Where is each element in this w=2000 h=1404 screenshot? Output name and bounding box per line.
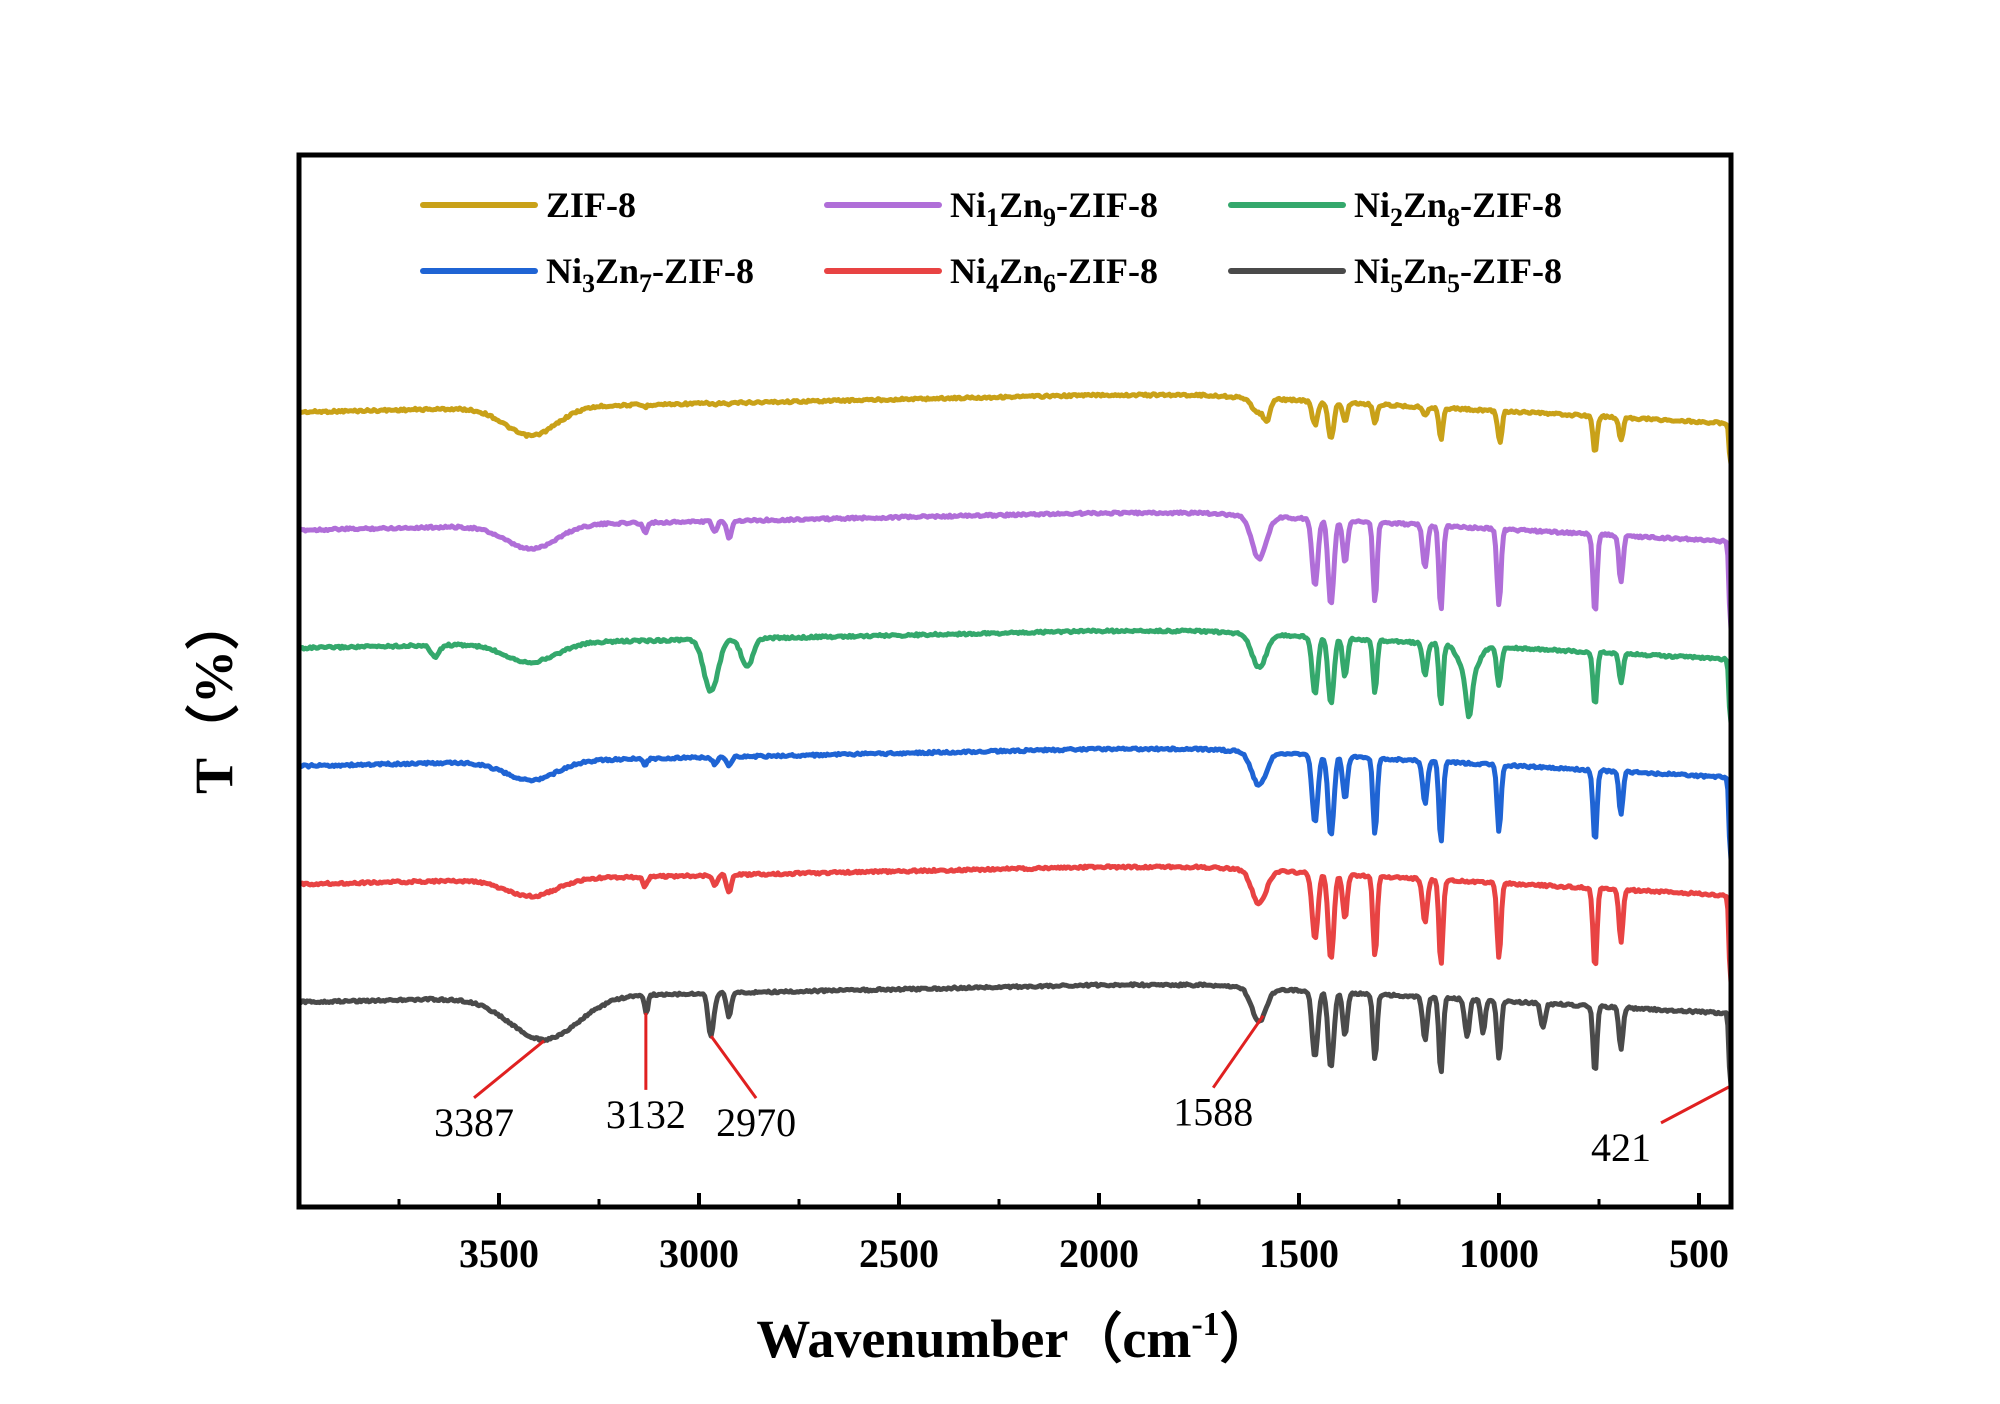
legend-label: Ni5Zn5-ZIF-8 bbox=[1354, 251, 1562, 298]
legend-label: ZIF-8 bbox=[546, 185, 636, 225]
x-tick-label-3500: 3500 bbox=[459, 1231, 539, 1276]
x-tick-label-2500: 2500 bbox=[859, 1231, 939, 1276]
legend-item: ZIF-8 bbox=[420, 185, 636, 225]
x-axis: 3500 3000 2500 2000 1500 1000 500 bbox=[397, 1193, 1729, 1276]
annotation-line-421 bbox=[1660, 1084, 1732, 1125]
x-tick-label-500: 500 bbox=[1669, 1231, 1729, 1276]
legend: ZIF-8 Ni1Zn9-ZIF-8 Ni2Zn8-ZIF-8Ni3Zn7-ZIF-… bbox=[420, 185, 1562, 298]
legend-subscript: 3 bbox=[582, 269, 595, 298]
legend-label: Ni2Zn8-ZIF-8 bbox=[1354, 185, 1562, 232]
legend-item: Ni1Zn9-ZIF-8 bbox=[824, 185, 1158, 232]
legend-subscript: 1 bbox=[986, 203, 999, 232]
legend-text-part: Zn bbox=[1403, 251, 1447, 291]
legend-text-part: -ZIF-8 bbox=[1460, 251, 1562, 291]
x-axis-title: Wavenumber（cm-1） bbox=[756, 1306, 1273, 1369]
legend-text-part: -ZIF-8 bbox=[652, 251, 754, 291]
legend-text-part: -ZIF-8 bbox=[1056, 251, 1158, 291]
annotation-label-3132: 3132 bbox=[606, 1092, 686, 1137]
legend-label: Ni3Zn7-ZIF-8 bbox=[546, 251, 754, 298]
legend-text-part: Zn bbox=[595, 251, 639, 291]
legend-subscript: 4 bbox=[986, 269, 999, 298]
x-tick-label-3000: 3000 bbox=[659, 1231, 739, 1276]
legend-text-part: Zn bbox=[1403, 185, 1447, 225]
legend-text-part: Ni bbox=[546, 251, 582, 291]
plot-frame bbox=[296, 152, 1734, 1210]
legend-subscript: 5 bbox=[1447, 269, 1460, 298]
legend-subscript: 6 bbox=[1043, 269, 1056, 298]
annotation-label-3387: 3387 bbox=[434, 1100, 514, 1145]
y-axis-title: T（%） bbox=[184, 596, 244, 794]
annotations: 3387 3132 2970 1588 421 bbox=[434, 1012, 1732, 1170]
legend-text-part: -ZIF-8 bbox=[1460, 185, 1562, 225]
legend-text-part: Zn bbox=[999, 251, 1043, 291]
legend-subscript: 9 bbox=[1043, 203, 1056, 232]
legend-text-part: -ZIF-8 bbox=[1056, 185, 1158, 225]
series-line-zif-8 bbox=[297, 391, 1734, 465]
annotation-label-2970: 2970 bbox=[716, 1100, 796, 1145]
series-line-ni5zn5-zif-8 bbox=[298, 981, 1734, 1087]
annotation-label-1588: 1588 bbox=[1173, 1090, 1253, 1135]
legend-text-part: Ni bbox=[1354, 185, 1390, 225]
annotation-line-2970 bbox=[709, 1035, 758, 1100]
legend-item: Ni3Zn7-ZIF-8 bbox=[420, 251, 754, 298]
legend-label: Ni1Zn9-ZIF-8 bbox=[950, 185, 1158, 232]
legend-text-part: Ni bbox=[1354, 251, 1390, 291]
annotation-label-421: 421 bbox=[1591, 1125, 1651, 1170]
legend-item: Ni5Zn5-ZIF-8 bbox=[1228, 251, 1562, 298]
legend-item: Ni4Zn6-ZIF-8 bbox=[824, 251, 1158, 298]
x-tick-label-1500: 1500 bbox=[1259, 1231, 1339, 1276]
series-layer bbox=[297, 391, 1734, 1087]
legend-subscript: 7 bbox=[639, 269, 652, 298]
legend-text-part: ZIF-8 bbox=[546, 185, 636, 225]
legend-text-part: Zn bbox=[999, 185, 1043, 225]
legend-item: Ni2Zn8-ZIF-8 bbox=[1228, 185, 1562, 232]
legend-text-part: Ni bbox=[950, 251, 986, 291]
annotation-line-1588 bbox=[1211, 1014, 1265, 1089]
legend-subscript: 5 bbox=[1390, 269, 1403, 298]
series-line-ni1zn9-zif-8 bbox=[298, 509, 1734, 630]
series-line-ni3zn7-zif-8 bbox=[297, 745, 1734, 860]
legend-label: Ni4Zn6-ZIF-8 bbox=[950, 251, 1158, 298]
x-tick-label-1000: 1000 bbox=[1459, 1231, 1539, 1276]
legend-subscript: 8 bbox=[1447, 203, 1460, 232]
annotation-line-3387 bbox=[473, 1039, 545, 1099]
series-line-ni2zn8-zif-8 bbox=[298, 627, 1734, 724]
x-tick-label-2000: 2000 bbox=[1059, 1231, 1139, 1276]
legend-text-part: Ni bbox=[950, 185, 986, 225]
series-line-ni4zn6-zif-8 bbox=[298, 863, 1734, 983]
legend-subscript: 2 bbox=[1390, 203, 1403, 232]
